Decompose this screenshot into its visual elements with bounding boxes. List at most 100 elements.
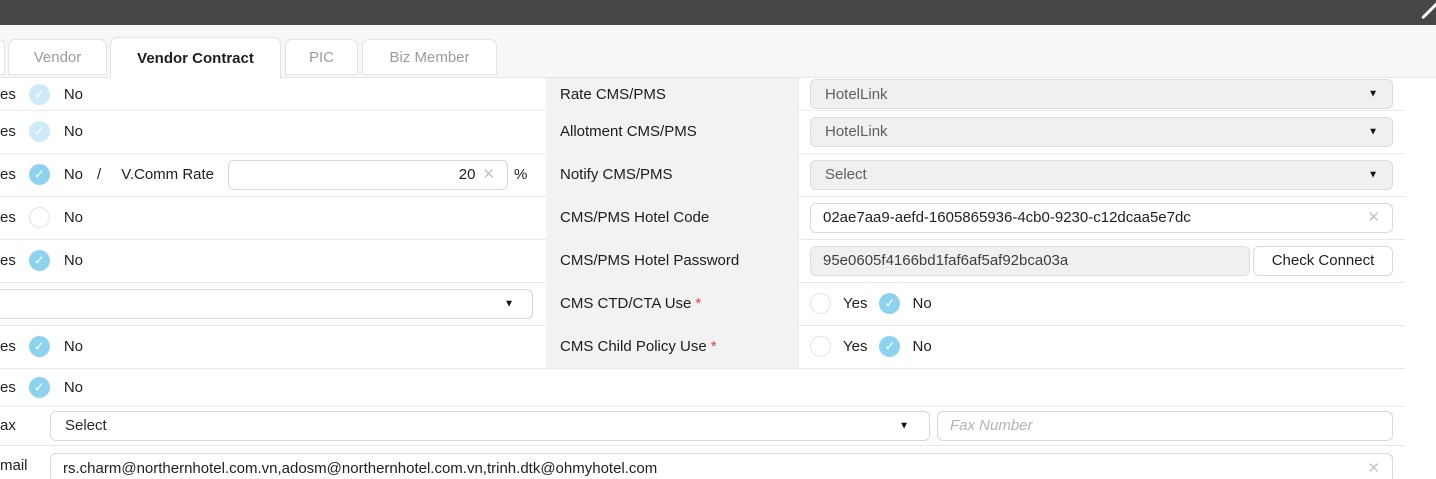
notify-cms-pms-select[interactable]: Select ▼ bbox=[810, 159, 1393, 190]
check-icon: ✓ bbox=[33, 166, 45, 182]
yes-label[interactable]: Yes bbox=[843, 295, 868, 312]
allotment-cms-pms-select[interactable]: HotelLink ▼ bbox=[810, 116, 1393, 147]
tab-pic[interactable]: PIC bbox=[285, 39, 358, 75]
radio-yes-unchecked[interactable] bbox=[810, 336, 831, 357]
required-asterisk: * bbox=[710, 338, 717, 355]
yes-label-cutoff[interactable]: es bbox=[0, 166, 16, 183]
check-icon: ✓ bbox=[33, 338, 45, 354]
radio-yes-unchecked[interactable] bbox=[810, 293, 831, 314]
fax-row: ax Select ▼ Fax Number bbox=[0, 406, 1405, 445]
left-yes-no-row: es ✓ No bbox=[0, 325, 546, 368]
rate-cms-pms-select[interactable]: HotelLink ▼ bbox=[810, 79, 1393, 109]
button-label: Check Connect bbox=[1271, 252, 1375, 269]
chevron-down-icon: ▼ bbox=[899, 420, 909, 431]
no-label[interactable]: No bbox=[63, 209, 84, 226]
top-dark-bar bbox=[0, 0, 1436, 25]
tab-bar: Vendor Vendor Contract PIC Biz Member bbox=[0, 25, 1436, 79]
left-yes-no-row: es ✓ No bbox=[0, 78, 546, 110]
left-select-dropdown[interactable]: ▼ bbox=[0, 288, 533, 319]
yes-label-cutoff[interactable]: es bbox=[0, 123, 16, 140]
select-value: HotelLink bbox=[825, 85, 888, 103]
check-connect-button[interactable]: Check Connect bbox=[1253, 245, 1393, 276]
tab-biz-member[interactable]: Biz Member bbox=[362, 39, 497, 75]
label-cms-pms-hotel-code: CMS/PMS Hotel Code bbox=[546, 196, 799, 239]
email-label-cutoff: mail bbox=[0, 456, 28, 474]
check-icon: ✓ bbox=[884, 338, 896, 354]
field-label: CMS CTD/CTA Use bbox=[560, 295, 692, 312]
cms-child-policy-radio-group: Yes ✓ No bbox=[810, 325, 1393, 368]
field-label: CMS Child Policy Use bbox=[560, 338, 707, 355]
yes-label-cutoff[interactable]: es bbox=[0, 252, 16, 269]
no-label[interactable]: No bbox=[63, 85, 84, 103]
fax-number-input[interactable]: Fax Number bbox=[937, 410, 1393, 441]
left-yes-no-row: es ✓ No bbox=[0, 110, 546, 153]
field-label: Notify CMS/PMS bbox=[560, 166, 673, 183]
no-label[interactable]: No bbox=[63, 123, 84, 140]
tab-label: Vendor Contract bbox=[137, 50, 254, 67]
select-value: HotelLink bbox=[825, 123, 888, 140]
yes-label-cutoff[interactable]: es bbox=[0, 209, 16, 226]
label-cms-ctd-cta-use: CMS CTD/CTA Use * bbox=[546, 282, 799, 325]
email-row: mail rs.charm@northernhotel.com.vn,adosm… bbox=[0, 445, 1405, 479]
yes-label-cutoff[interactable]: es bbox=[0, 378, 16, 396]
radio-no-unchecked[interactable] bbox=[28, 207, 50, 228]
field-label: Allotment CMS/PMS bbox=[560, 123, 697, 140]
radio-no-checked[interactable]: ✓ bbox=[28, 250, 50, 271]
radio-no-checked[interactable]: ✓ bbox=[28, 164, 50, 185]
no-label[interactable]: No bbox=[63, 166, 84, 183]
vcomm-rate-label: V.Comm Rate bbox=[121, 166, 215, 183]
yes-label-cutoff[interactable]: es bbox=[0, 85, 16, 103]
fax-label-cutoff: ax bbox=[0, 417, 16, 434]
select-value: Select bbox=[825, 166, 867, 183]
left-vcomm-row: es ✓ No / V.Comm Rate 20 ✕ % bbox=[0, 153, 546, 196]
label-cms-child-policy-use: CMS Child Policy Use * bbox=[546, 325, 799, 368]
radio-no-checked[interactable]: ✓ bbox=[28, 376, 50, 398]
check-icon: ✓ bbox=[33, 252, 45, 268]
left-yes-no-row: es ✓ No bbox=[0, 239, 546, 282]
required-asterisk: * bbox=[695, 295, 702, 312]
tab-vendor[interactable]: Vendor bbox=[8, 39, 107, 75]
clear-icon[interactable]: ✕ bbox=[1367, 459, 1380, 477]
email-input[interactable]: rs.charm@northernhotel.com.vn,adosm@nort… bbox=[50, 453, 1393, 479]
slash-separator: / bbox=[97, 166, 102, 183]
tab-partial-offscreen[interactable] bbox=[0, 39, 5, 75]
field-label: CMS/PMS Hotel Password bbox=[560, 252, 740, 269]
no-label[interactable]: No bbox=[63, 378, 84, 396]
hotel-password-row: 95e0605f4166bd1faf6af5af92bca03a Check C… bbox=[810, 239, 1393, 282]
hotel-code-input[interactable]: 02ae7aa9-aefd-1605865936-4cb0-9230-c12dc… bbox=[810, 202, 1393, 233]
radio-no-checked[interactable]: ✓ bbox=[879, 336, 901, 357]
radio-no-checked[interactable]: ✓ bbox=[28, 83, 50, 105]
hotel-password-input[interactable]: 95e0605f4166bd1faf6af5af92bca03a bbox=[810, 245, 1250, 276]
field-label: Rate CMS/PMS bbox=[560, 85, 666, 103]
hotel-password-value: 95e0605f4166bd1faf6af5af92bca03a bbox=[823, 252, 1069, 269]
no-label[interactable]: No bbox=[63, 338, 84, 355]
yes-label-cutoff[interactable]: es bbox=[0, 338, 16, 355]
radio-no-checked[interactable]: ✓ bbox=[879, 293, 901, 314]
no-label[interactable]: No bbox=[912, 338, 932, 355]
field-label: CMS/PMS Hotel Code bbox=[560, 209, 710, 226]
tab-label: Vendor bbox=[33, 48, 82, 66]
fax-number-placeholder: Fax Number bbox=[950, 417, 1033, 434]
allotment-cms-pms-row: HotelLink ▼ bbox=[810, 110, 1393, 153]
row-divider bbox=[0, 445, 1405, 446]
clear-icon[interactable]: ✕ bbox=[482, 166, 495, 183]
no-label[interactable]: No bbox=[63, 252, 84, 269]
radio-no-checked[interactable]: ✓ bbox=[28, 121, 50, 142]
notify-cms-pms-row: Select ▼ bbox=[810, 153, 1393, 196]
hotel-code-row: 02ae7aa9-aefd-1605865936-4cb0-9230-c12dc… bbox=[810, 196, 1393, 239]
chevron-down-icon: ▼ bbox=[504, 298, 514, 309]
edit-pencil-icon[interactable] bbox=[1421, 1, 1436, 20]
chevron-down-icon: ▼ bbox=[1368, 88, 1378, 100]
left-select-row: ▼ bbox=[0, 282, 546, 325]
no-label[interactable]: No bbox=[912, 295, 932, 312]
clear-icon[interactable]: ✕ bbox=[1367, 209, 1380, 226]
label-cms-pms-hotel-password: CMS/PMS Hotel Password bbox=[546, 239, 799, 282]
hotel-code-value: 02ae7aa9-aefd-1605865936-4cb0-9230-c12dc… bbox=[823, 209, 1191, 226]
percent-sign: % bbox=[514, 166, 528, 183]
fax-type-select[interactable]: Select ▼ bbox=[50, 410, 930, 441]
radio-no-checked[interactable]: ✓ bbox=[28, 336, 50, 357]
yes-label[interactable]: Yes bbox=[843, 338, 868, 355]
vcomm-rate-input[interactable]: 20 ✕ bbox=[228, 159, 508, 190]
tab-label: Biz Member bbox=[389, 48, 470, 66]
tab-vendor-contract[interactable]: Vendor Contract bbox=[110, 37, 281, 79]
